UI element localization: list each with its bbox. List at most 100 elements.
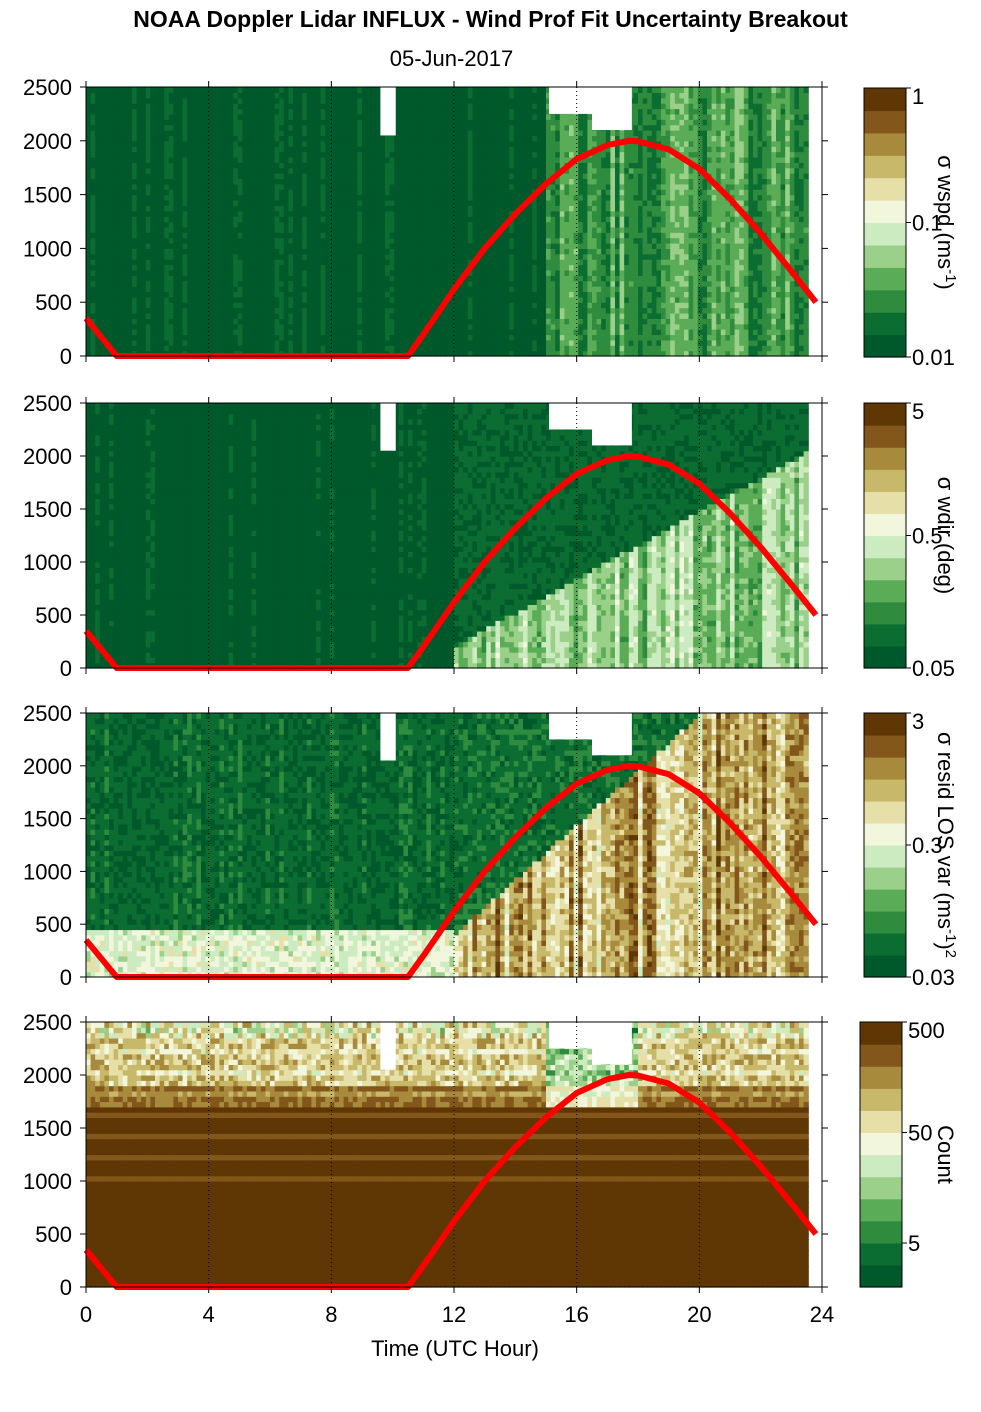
heatmap-cell bbox=[348, 205, 353, 211]
heatmap-cell bbox=[288, 189, 293, 195]
heatmap-cell bbox=[417, 297, 422, 303]
heatmap-cell bbox=[293, 313, 298, 319]
heatmap-cell bbox=[86, 222, 91, 228]
heatmap-cell bbox=[219, 178, 224, 184]
heatmap-cell bbox=[482, 130, 487, 136]
heatmap-cell bbox=[344, 109, 349, 115]
heatmap-cell bbox=[288, 157, 293, 163]
heatmap-cell bbox=[127, 168, 132, 174]
heatmap-cell bbox=[127, 119, 132, 125]
heatmap-cell bbox=[114, 152, 119, 158]
heatmap-cell bbox=[339, 178, 344, 184]
heatmap-cell bbox=[436, 195, 441, 201]
heatmap-cell bbox=[293, 275, 298, 281]
heatmap-cell bbox=[348, 146, 353, 152]
heatmap-cell bbox=[288, 329, 293, 335]
heatmap-cell bbox=[233, 286, 238, 292]
heatmap-cell bbox=[339, 275, 344, 281]
heatmap-cell bbox=[118, 232, 123, 238]
heatmap-cell bbox=[123, 130, 128, 136]
heatmap-cell bbox=[279, 173, 284, 179]
heatmap-cell bbox=[422, 195, 427, 201]
heatmap-cell bbox=[215, 146, 220, 152]
heatmap-cell bbox=[206, 324, 211, 330]
heatmap-cell bbox=[532, 114, 537, 120]
heatmap-cell bbox=[413, 254, 418, 260]
heatmap-cell bbox=[86, 227, 91, 233]
heatmap-cell bbox=[104, 275, 109, 281]
heatmap-cell bbox=[477, 195, 482, 201]
heatmap-cell bbox=[187, 98, 192, 104]
heatmap-cell bbox=[284, 286, 289, 292]
heatmap-cell bbox=[187, 238, 192, 244]
heatmap-cell bbox=[472, 291, 477, 297]
heatmap-cell bbox=[436, 103, 441, 109]
heatmap-cell bbox=[380, 238, 385, 244]
heatmap-cell bbox=[514, 302, 519, 308]
heatmap-cell bbox=[279, 216, 284, 222]
heatmap-cell bbox=[104, 227, 109, 233]
heatmap-cell bbox=[275, 125, 280, 131]
heatmap-cell bbox=[422, 146, 427, 152]
heatmap-cell bbox=[238, 281, 243, 287]
heatmap-cell bbox=[196, 291, 201, 297]
heatmap-cell bbox=[344, 259, 349, 265]
heatmap-cell bbox=[495, 275, 500, 281]
heatmap-cell bbox=[160, 92, 165, 98]
heatmap-cell bbox=[348, 259, 353, 265]
heatmap-cell bbox=[155, 270, 160, 276]
heatmap-cell bbox=[302, 340, 307, 346]
heatmap-cell bbox=[192, 254, 197, 260]
heatmap-cell bbox=[514, 141, 519, 147]
heatmap-cell bbox=[242, 243, 247, 249]
heatmap-cell bbox=[164, 302, 169, 308]
heatmap-cell bbox=[495, 281, 500, 287]
heatmap-cell bbox=[298, 259, 303, 265]
heatmap-cell bbox=[454, 222, 459, 228]
heatmap-cell bbox=[233, 308, 238, 314]
heatmap-cell bbox=[192, 178, 197, 184]
heatmap-cell bbox=[132, 297, 137, 303]
heatmap-cell bbox=[252, 318, 257, 324]
heatmap-cell bbox=[164, 173, 169, 179]
heatmap-cell bbox=[173, 173, 178, 179]
heatmap-cell bbox=[472, 211, 477, 217]
heatmap-cell bbox=[178, 216, 183, 222]
heatmap-cell bbox=[293, 195, 298, 201]
heatmap-cell bbox=[385, 162, 390, 168]
heatmap-cell bbox=[233, 275, 238, 281]
heatmap-cell bbox=[118, 259, 123, 265]
heatmap-cell bbox=[362, 222, 367, 228]
heatmap-cell bbox=[132, 254, 137, 260]
heatmap-cell bbox=[477, 152, 482, 158]
heatmap-cell bbox=[413, 291, 418, 297]
heatmap-cell bbox=[206, 345, 211, 351]
heatmap-cell bbox=[339, 98, 344, 104]
heatmap-cell bbox=[164, 87, 169, 93]
heatmap-cell bbox=[445, 130, 450, 136]
heatmap-cell bbox=[86, 340, 91, 346]
heatmap-cell bbox=[413, 200, 418, 206]
heatmap-cell bbox=[362, 259, 367, 265]
heatmap-cell bbox=[252, 275, 257, 281]
heatmap-cell bbox=[146, 222, 151, 228]
heatmap-cell bbox=[265, 313, 270, 319]
heatmap-cell bbox=[353, 92, 358, 98]
heatmap-cell bbox=[357, 173, 362, 179]
heatmap-cell bbox=[86, 87, 91, 93]
heatmap-cell bbox=[224, 119, 229, 125]
heatmap-cell bbox=[449, 173, 454, 179]
heatmap-cell bbox=[100, 178, 105, 184]
heatmap-cell bbox=[247, 130, 252, 136]
heatmap-cell bbox=[362, 114, 367, 120]
heatmap-cell bbox=[109, 189, 114, 195]
heatmap-cell bbox=[298, 238, 303, 244]
heatmap-cell bbox=[413, 98, 418, 104]
heatmap-cell bbox=[463, 340, 468, 346]
heatmap-cell bbox=[413, 114, 418, 120]
heatmap-cell bbox=[357, 109, 362, 115]
heatmap-cell bbox=[160, 162, 165, 168]
heatmap-cell bbox=[192, 141, 197, 147]
heatmap-cell bbox=[91, 130, 96, 136]
heatmap-cell bbox=[408, 259, 413, 265]
